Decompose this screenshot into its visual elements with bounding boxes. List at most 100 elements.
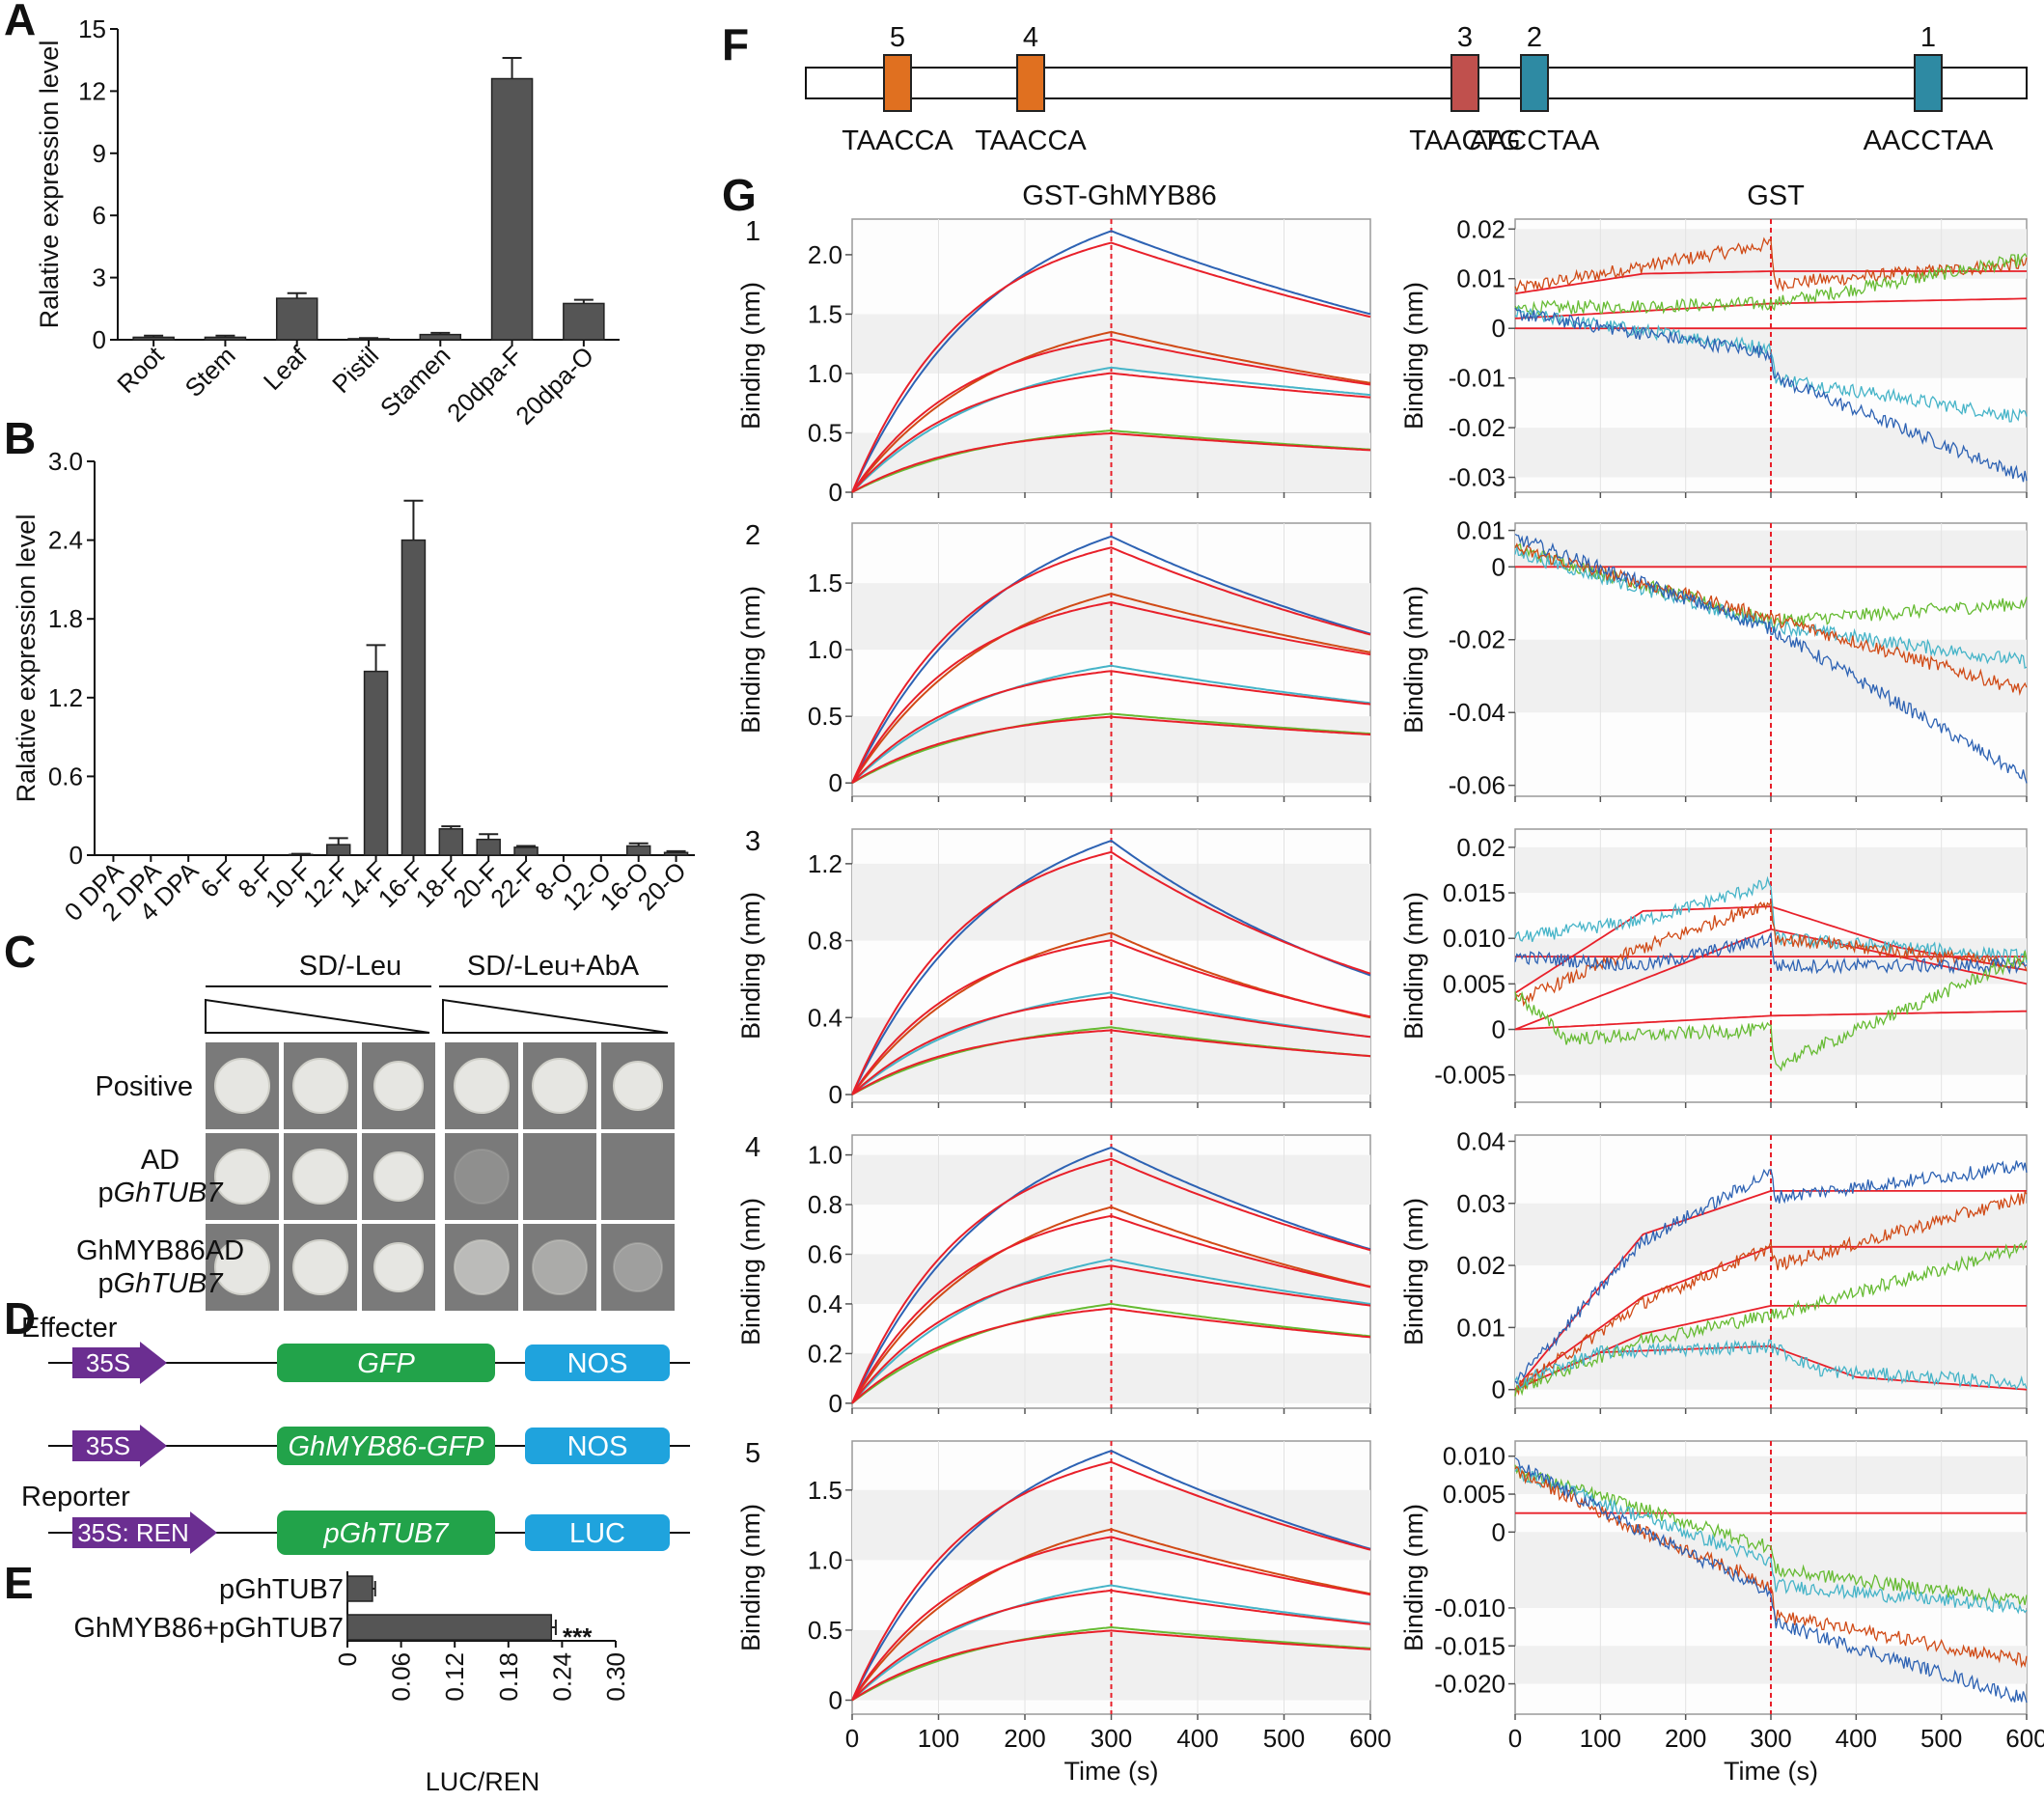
plate-cell [601, 1133, 675, 1220]
binding-trace [1514, 542, 2028, 696]
x-tick-label: Pistil [326, 341, 384, 399]
panel-c: C SD/-Leu SD/-Leu+AbAPositiveADpGhTUB7GhMY… [4, 927, 675, 1312]
motif-sequence: TAACTG [1409, 125, 1520, 156]
x-tick-label: 500 [1263, 1724, 1305, 1753]
fit-curve [851, 1264, 1371, 1404]
y-tick-label: -0.06 [1449, 771, 1505, 800]
motif-sequence: AACCTAA [1470, 125, 1600, 156]
fit-curve [851, 1157, 1371, 1404]
effector-label: Effecter [21, 1313, 118, 1344]
fit-curve [851, 715, 1371, 785]
y-tick-label: 0.8 [808, 1190, 842, 1219]
row-label: 5 [745, 1438, 760, 1469]
promoter-bar [805, 67, 2028, 99]
x-tick-label: 200 [1004, 1724, 1045, 1753]
promoter-arrow [72, 1425, 167, 1467]
y-tick-label: 2.4 [48, 526, 83, 555]
y-tick-label: -0.02 [1449, 625, 1505, 654]
y-axis-label: Binding (nm) [736, 282, 765, 430]
x-tick-label: 0.18 [494, 1652, 523, 1702]
bar [363, 670, 389, 856]
yeast-colony [373, 1061, 424, 1111]
column-header: SD/-Leu+AbA [467, 951, 640, 982]
x-tick-label: 0.24 [547, 1652, 576, 1702]
y-tick-label: 0 [829, 768, 842, 797]
column-title: GST-GhMYB86 [1022, 180, 1216, 211]
y-tick-label: 1.5 [808, 568, 842, 597]
promoter-label: 35S: REN [77, 1518, 189, 1547]
x-tick-label: 400 [1836, 1724, 1877, 1753]
binding-trace [1514, 930, 2028, 975]
y-tick-label: 0.4 [808, 1289, 842, 1318]
promoter-arrow [72, 1342, 167, 1384]
yeast-colony [373, 1151, 424, 1202]
panel-letter: A [4, 0, 36, 44]
yeast-colony [373, 1242, 424, 1292]
y-tick-label: 0.6 [48, 762, 83, 790]
fit-curve [1514, 1345, 2028, 1391]
y-tick-label: -0.03 [1449, 463, 1505, 492]
panel-a: A 0 3 6 9 12 15 Ralative expression level Root St… [4, 0, 620, 430]
row-label: 2 [745, 520, 760, 551]
y-tick-label: 1.0 [808, 635, 842, 664]
binding-trace [851, 991, 1371, 1095]
cds-label: GFP [357, 1348, 415, 1379]
x-tick-label: 0 [1508, 1724, 1522, 1753]
y-tick-label: 0.6 [808, 1239, 842, 1268]
y-tick-label: 0.010 [1443, 924, 1505, 953]
bar [476, 838, 501, 856]
y-axis-label: Binding (nm) [1399, 892, 1428, 1040]
y-tick-label: 0 [93, 325, 106, 354]
binding-trace [851, 664, 1371, 784]
row-label: 4 [745, 1132, 760, 1163]
y-tick-label: 0.5 [808, 1616, 842, 1645]
motif-number: 2 [1527, 22, 1542, 53]
binding-trace [851, 712, 1371, 785]
binding-trace [1514, 236, 2028, 293]
binding-trace [1514, 533, 2028, 784]
fit-curve [851, 546, 1371, 784]
fit-curve [1514, 1010, 2027, 1031]
yeast-colony [532, 1239, 588, 1295]
binding-trace [1514, 1465, 2028, 1615]
fit-curve [851, 996, 1371, 1095]
dilution-wedge [205, 998, 430, 1034]
binding-trace [1514, 1160, 2028, 1385]
x-tick-label: 500 [1920, 1724, 1962, 1753]
binding-trace [851, 535, 1371, 784]
plate-cell [523, 1133, 596, 1220]
cds-box [277, 1427, 495, 1465]
yeast-colony [454, 1149, 510, 1205]
yeast-colony [613, 1061, 663, 1111]
promoter-arrow [72, 1511, 217, 1554]
motif-box [1520, 54, 1549, 112]
motif-box [1914, 54, 1943, 112]
fit-curve [851, 670, 1371, 784]
fit-curve [851, 338, 1371, 493]
y-tick-label: pGhTUB7 [219, 1574, 344, 1605]
y-tick-label: 0.01 [1456, 264, 1505, 293]
yeast-colony [292, 1058, 348, 1114]
row-label: 1 [745, 216, 760, 247]
significance-annotation: *** [563, 1622, 593, 1651]
y-tick-label: 0.4 [808, 1003, 842, 1032]
y-axis-label: Ralative expression level [35, 41, 64, 329]
x-tick-label: 200 [1665, 1724, 1706, 1753]
cds-box [277, 1344, 495, 1382]
fit-curve [851, 939, 1371, 1095]
cds-label: pGhTUB7 [323, 1518, 451, 1549]
binding-trace [851, 429, 1371, 493]
yeast-colony [532, 1058, 588, 1114]
yeast-colony [292, 1239, 348, 1295]
y-tick-label: 9 [93, 139, 106, 168]
x-tick-label: 100 [1580, 1724, 1621, 1753]
y-tick-label: 0.02 [1456, 833, 1505, 862]
y-tick-label: -0.02 [1449, 413, 1505, 442]
bar [204, 336, 247, 341]
y-axis-label: Binding (nm) [1399, 282, 1428, 430]
yeast-colony [214, 1149, 270, 1205]
y-tick-label: 0.015 [1443, 878, 1505, 907]
y-tick-label: 0.02 [1456, 1251, 1505, 1280]
terminator-box [525, 1428, 670, 1464]
